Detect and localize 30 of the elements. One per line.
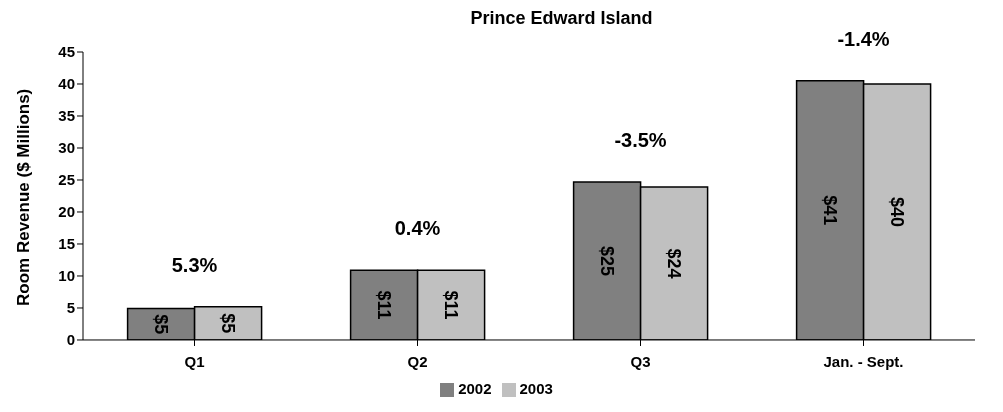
data-label: $41 — [820, 195, 841, 226]
y-tick-label: 40 — [58, 75, 75, 93]
data-label: $24 — [664, 248, 685, 279]
y-axis-title: Room Revenue ($ Millions) — [14, 88, 34, 306]
y-tick-label: 5 — [66, 299, 75, 317]
y-tick-label: 30 — [58, 139, 75, 157]
legend-label: 2002 — [458, 379, 492, 397]
y-tick-label: 20 — [58, 203, 75, 221]
annotation: -3.5% — [614, 128, 667, 151]
text: -1.4% — [837, 27, 890, 50]
y-tick-label: 25 — [58, 171, 75, 189]
y-tick-label: 45 — [58, 43, 75, 61]
y-tick-label: 15 — [58, 235, 75, 253]
data-label: $11 — [441, 290, 462, 320]
x-tick-label: Q3 — [630, 352, 651, 370]
x-tick-label: Jan. - Sept. — [823, 352, 904, 370]
data-label: $5 — [151, 314, 172, 335]
annotation: 0.4% — [394, 217, 441, 240]
data-label: $5 — [218, 313, 239, 334]
x-tick-label: Q1 — [184, 352, 205, 370]
y-tick-label: 10 — [58, 267, 75, 285]
y-tick-label: 0 — [66, 331, 75, 349]
x-tick-label: Q2 — [407, 352, 428, 370]
chart-title: Prince Edward Island — [470, 8, 653, 28]
data-label: $40 — [887, 196, 908, 228]
y-tick-label: 35 — [58, 107, 75, 125]
data-label: $25 — [597, 245, 618, 276]
legend-label: 2003 — [519, 379, 553, 397]
data-label: $11 — [374, 290, 395, 320]
annotation: 5.3% — [171, 253, 218, 276]
